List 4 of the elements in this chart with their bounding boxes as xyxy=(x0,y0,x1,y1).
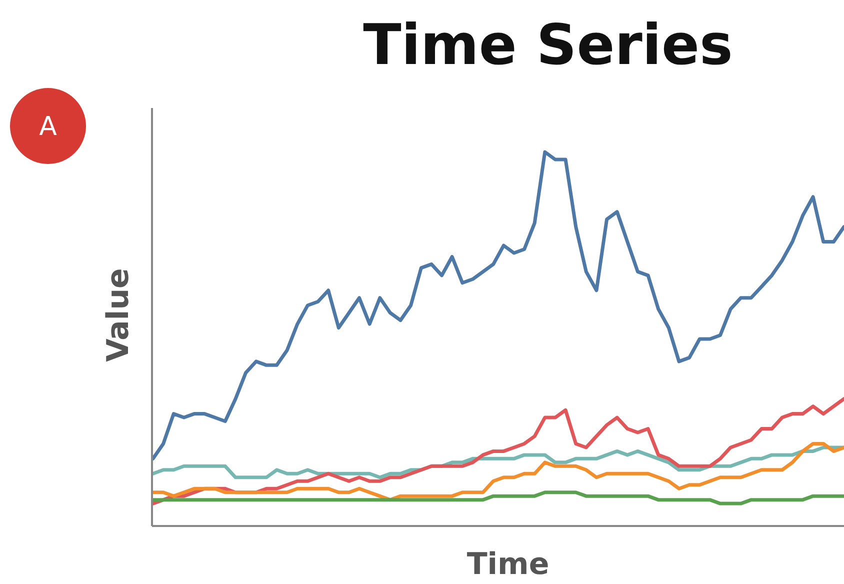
text: A xyxy=(39,112,58,142)
x-axis-title: Time xyxy=(466,547,550,582)
chart-title: Time Series xyxy=(363,13,733,78)
y-axis-title: Value xyxy=(101,268,136,362)
